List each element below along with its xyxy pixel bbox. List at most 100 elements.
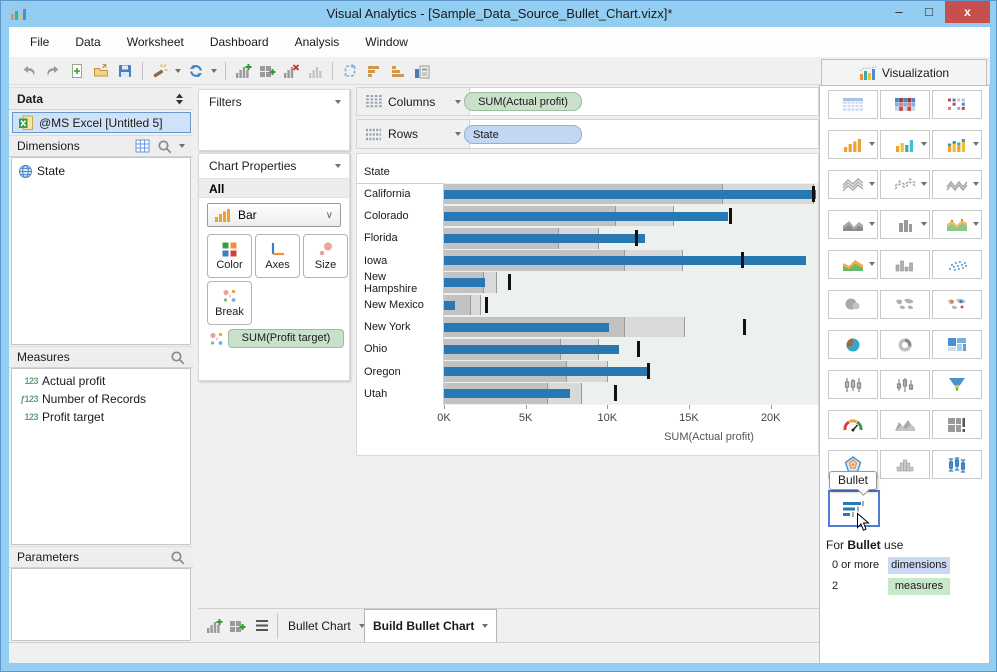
viz-tile-mosaic[interactable] [932, 90, 982, 119]
row-label-ohio[interactable]: Ohio [364, 343, 388, 356]
row-label-utah[interactable]: Utah [364, 387, 388, 400]
chevron-down-icon[interactable] [869, 142, 875, 146]
viz-tile-histogram[interactable] [880, 450, 930, 479]
save-icon[interactable] [113, 60, 137, 82]
viz-tile-heatmap[interactable] [880, 90, 930, 119]
measure-item-actual-profit[interactable]: 123 Actual profit [12, 372, 190, 390]
sheet-list-icon[interactable] [254, 618, 270, 633]
chevron-down-icon[interactable] [869, 222, 875, 226]
viz-tile-area-dark[interactable] [828, 210, 878, 239]
viz-tile-line-zigzag[interactable] [932, 170, 982, 199]
viz-tile-bubbles[interactable] [828, 290, 878, 319]
measure-item-number-of-records[interactable]: ƒ123 Number of Records [12, 390, 190, 408]
chevron-down-icon[interactable] [921, 142, 927, 146]
break-button[interactable]: Break [207, 281, 252, 325]
search-icon[interactable] [170, 550, 185, 565]
row-label-colorado[interactable]: Colorado [364, 210, 409, 223]
chevron-down-icon[interactable] [455, 132, 461, 136]
profit-target-tick[interactable] [741, 252, 745, 269]
color-button[interactable]: Color [207, 234, 252, 278]
data-connection-item[interactable]: @MS Excel [Untitled 5] [12, 112, 191, 133]
row-label-new-hampshire[interactable]: New Hampshire [364, 270, 418, 295]
actual-profit-bar[interactable] [444, 256, 806, 266]
viz-tile-map[interactable] [880, 290, 930, 319]
menu-window[interactable]: Window [365, 35, 408, 49]
viz-tile-donut[interactable] [880, 330, 930, 359]
new-file-icon[interactable] [65, 60, 89, 82]
viz-tile-line-dash[interactable] [880, 170, 930, 199]
actual-profit-bar[interactable] [444, 367, 647, 377]
search-icon[interactable] [170, 350, 185, 365]
profit-target-tick[interactable] [636, 340, 640, 357]
chevron-down-icon[interactable] [335, 164, 341, 168]
actual-profit-bar[interactable] [444, 344, 619, 354]
menu-dashboard[interactable]: Dashboard [209, 35, 269, 49]
tab-build-bullet-chart[interactable]: Build Bullet Chart [364, 609, 498, 643]
viz-tile-area-mono[interactable] [880, 410, 930, 439]
new-dashboard-icon[interactable] [229, 618, 246, 634]
chevron-down-icon[interactable] [921, 182, 927, 186]
chevron-down-icon[interactable] [482, 624, 489, 628]
chevron-down-icon[interactable] [921, 222, 927, 226]
add-worksheet-icon[interactable] [231, 60, 255, 82]
viz-tile-bar[interactable] [828, 130, 878, 159]
profit-target-tick[interactable] [635, 229, 639, 246]
add-dashboard-icon[interactable] [255, 60, 279, 82]
row-label-florida[interactable]: Florida [364, 232, 398, 245]
viz-tile-columns[interactable] [880, 250, 930, 279]
row-label-new-york[interactable]: New York [364, 321, 411, 334]
actual-profit-bar[interactable] [444, 322, 609, 332]
viz-tile-errorbars[interactable] [932, 450, 982, 479]
search-icon[interactable] [157, 139, 172, 154]
sort-updown-icon[interactable] [174, 92, 185, 106]
menu-file[interactable]: File [30, 35, 50, 49]
rows-shelf-label[interactable]: Rows [357, 120, 470, 148]
refresh-icon[interactable] [184, 60, 208, 82]
profit-target-tick[interactable] [811, 185, 815, 202]
viz-tile-line-multi[interactable] [828, 170, 878, 199]
chevron-down-icon[interactable] [973, 142, 979, 146]
columns-shelf-label[interactable]: Columns [357, 88, 470, 115]
actual-profit-bar[interactable] [444, 300, 456, 310]
dimension-item-state[interactable]: State [12, 162, 190, 180]
bars-muted-icon[interactable] [303, 60, 327, 82]
chevron-down-icon[interactable] [358, 624, 365, 628]
viz-tile-bar-stacked[interactable] [932, 130, 982, 159]
profit-target-tick[interactable] [646, 363, 650, 380]
row-label-iowa[interactable]: Iowa [364, 254, 388, 267]
actual-profit-bar[interactable] [444, 189, 817, 199]
viz-tile-funnel[interactable] [932, 370, 982, 399]
tab-bullet-chart[interactable]: Bullet Chart [280, 610, 373, 642]
viz-tile-pie[interactable] [828, 330, 878, 359]
profit-target-tick[interactable] [729, 207, 733, 224]
viz-tile-bullet[interactable] [828, 490, 880, 527]
caret-icon[interactable] [208, 60, 220, 82]
sort-desc-icon[interactable] [386, 60, 410, 82]
viz-tile-bar-multi[interactable] [880, 130, 930, 159]
chevron-down-icon[interactable] [973, 182, 979, 186]
break-pill[interactable]: SUM(Profit target) [228, 329, 344, 348]
profit-target-tick[interactable] [484, 296, 488, 313]
viz-tile-map-color[interactable] [932, 290, 982, 319]
viz-tile-candlestick[interactable] [880, 370, 930, 399]
chart-board-icon[interactable] [410, 60, 434, 82]
sort-asc-icon[interactable] [362, 60, 386, 82]
actual-profit-bar[interactable] [444, 278, 485, 288]
maximize-button[interactable]: □ [925, 4, 933, 19]
profit-target-tick[interactable] [613, 385, 617, 402]
caret-icon[interactable] [172, 60, 184, 82]
viz-tile-layout-alert[interactable] [932, 410, 982, 439]
chevron-down-icon[interactable] [869, 182, 875, 186]
profit-target-tick[interactable] [743, 318, 746, 335]
viz-tile-area-color[interactable] [932, 210, 982, 239]
axes-button[interactable]: Axes [255, 234, 300, 278]
viz-tile-area-color2[interactable] [828, 250, 878, 279]
viz-tile-treemap[interactable] [932, 330, 982, 359]
swap-icon[interactable] [338, 60, 362, 82]
wand-icon[interactable] [148, 60, 172, 82]
chevron-down-icon[interactable] [869, 262, 875, 266]
actual-profit-bar[interactable] [444, 233, 645, 243]
menu-data[interactable]: Data [75, 35, 101, 49]
redo-icon[interactable] [41, 60, 65, 82]
menu-analysis[interactable]: Analysis [294, 35, 340, 49]
